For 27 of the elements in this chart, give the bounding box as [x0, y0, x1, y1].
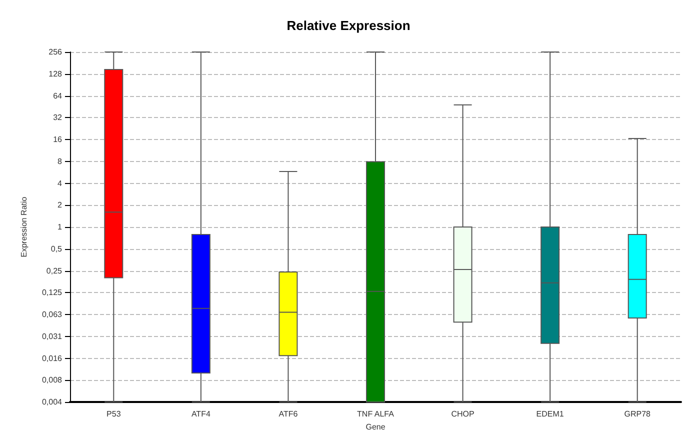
y-tick-label: 0,016: [42, 354, 63, 363]
y-tick-label: 256: [48, 48, 63, 56]
x-tick-label: EDEM1: [536, 410, 564, 418]
y-tick-label: 2: [58, 200, 63, 210]
y-tick-label: 0,125: [42, 288, 63, 298]
x-tick-label: TNF ALFA: [357, 410, 395, 418]
y-axis-title: Expression Ratio: [20, 196, 28, 258]
y-tick-label: 128: [48, 69, 63, 78]
x-axis-title: Gene: [366, 422, 386, 432]
x-tick-label: ATF4: [191, 410, 211, 418]
y-tick-label: 0,031: [42, 332, 63, 341]
y-tick-label: 16: [53, 135, 63, 144]
chart-title: Relative Expression: [286, 18, 410, 33]
y-tick-label: 32: [53, 113, 63, 122]
y-tick-label: 8: [58, 156, 63, 166]
x-tick-label: P53: [106, 410, 122, 418]
y-tick-label: 4: [58, 178, 63, 188]
y-tick-label: 0,5: [50, 244, 63, 254]
y-tick-label: 1: [58, 222, 63, 232]
y-tick-label: 64: [53, 91, 63, 100]
y-tick-label: 0,008: [42, 376, 63, 385]
y-tick-label: 0,004: [42, 398, 63, 406]
x-tick-label: CHOP: [451, 410, 474, 418]
x-tick-label: GRP78: [624, 410, 652, 418]
x-tick-label: ATF6: [278, 410, 298, 418]
y-tick-label: 0,25: [46, 266, 63, 276]
y-tick-label: 0,063: [42, 310, 63, 319]
